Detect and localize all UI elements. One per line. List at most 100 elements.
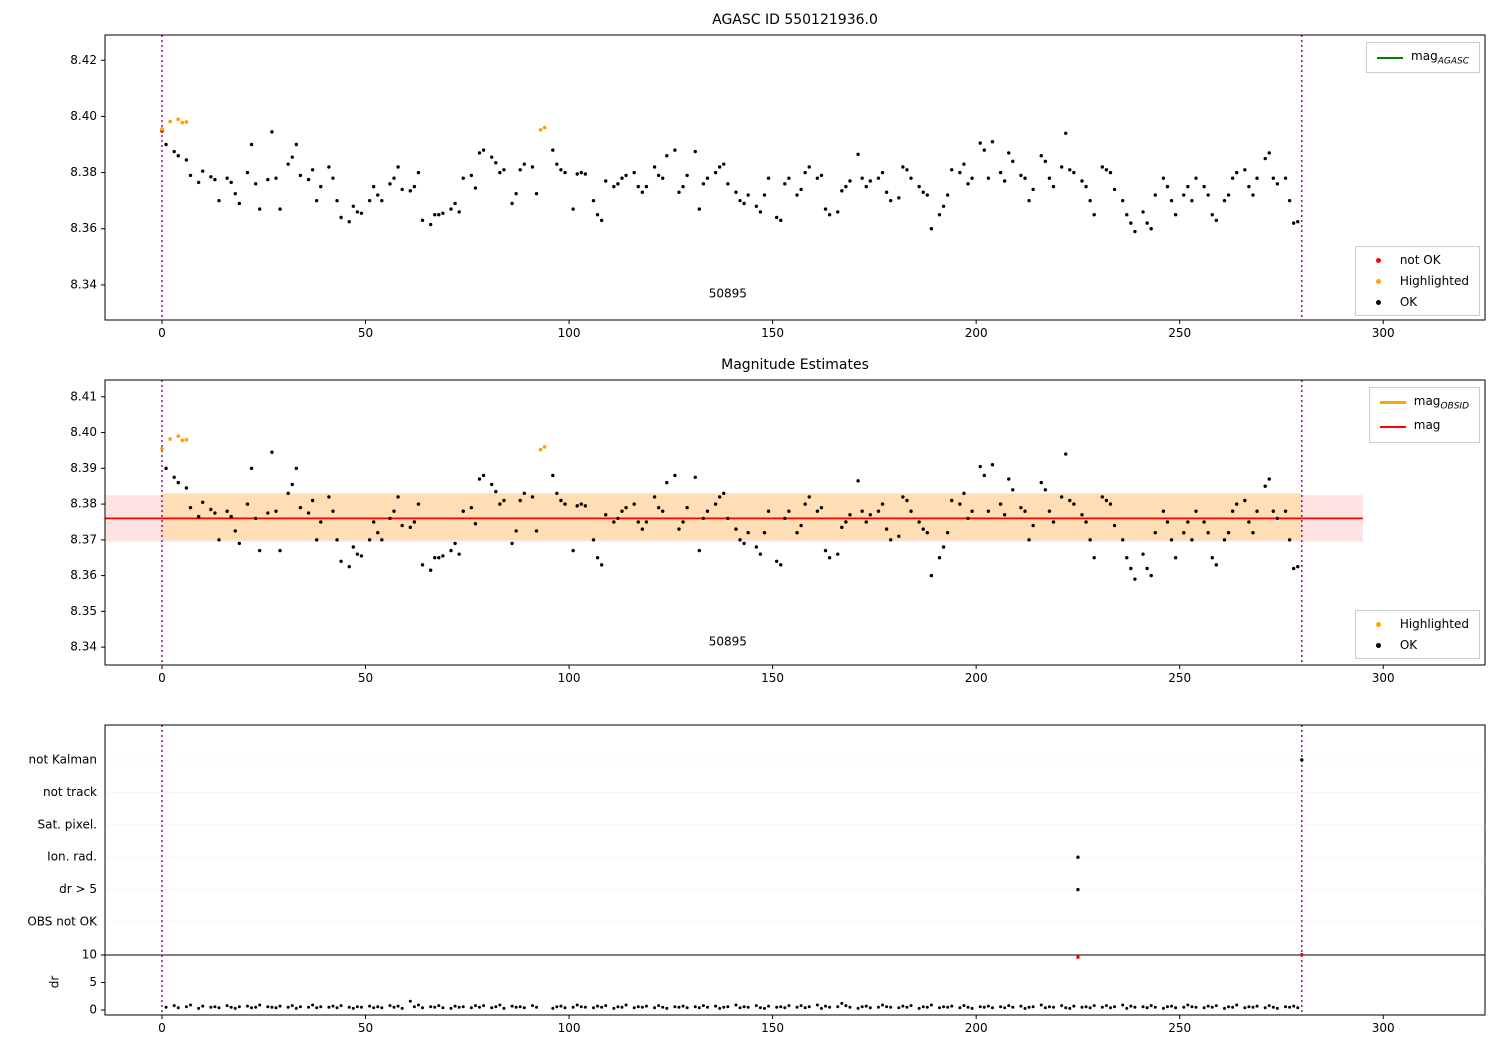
ok-point: [1251, 530, 1255, 535]
ok-point: [310, 498, 315, 503]
ok-point: [579, 502, 583, 506]
dr-point: [665, 1006, 669, 1010]
ok-point: [624, 173, 628, 178]
ok-point: [408, 525, 413, 530]
ok-point: [1161, 176, 1166, 180]
ok-point: [950, 168, 954, 172]
legend-label-base: mag: [1411, 49, 1438, 63]
legend-marker-box: [1379, 426, 1406, 429]
dr-point: [1043, 1006, 1047, 1010]
ok-point: [266, 511, 270, 515]
axes-frame: [104, 379, 1486, 666]
dr-point: [742, 1005, 746, 1009]
ok-point: [367, 198, 372, 203]
dr-point: [225, 1004, 229, 1008]
ok-point: [766, 509, 771, 513]
dr-point: [1011, 1005, 1015, 1009]
legend-label: magOBSID: [1414, 394, 1469, 411]
dr-point: [970, 1006, 974, 1010]
orange-dot-marker: [1376, 278, 1382, 284]
ok-point: [815, 509, 820, 513]
ok-point: [371, 184, 376, 189]
ok-point: [473, 186, 478, 190]
ok-point: [579, 170, 583, 175]
ok-point: [1080, 179, 1084, 183]
ok-point: [327, 495, 331, 499]
tick-label: Sat. pixel.: [37, 817, 97, 831]
dr-point: [697, 1006, 701, 1010]
legend-marker-box: [1377, 56, 1404, 59]
dr-point: [718, 1006, 722, 1010]
tick-label: 50895: [709, 634, 747, 648]
ok-point: [229, 180, 233, 185]
legend-item: mag: [1379, 418, 1469, 435]
dr-point: [783, 1006, 787, 1010]
ok-point: [1247, 520, 1251, 524]
dr-point: [673, 1005, 677, 1009]
ok-point: [1039, 480, 1043, 485]
dr-point: [917, 1006, 921, 1010]
dr-point: [494, 1005, 498, 1009]
legend-marker-box: [1366, 299, 1392, 305]
ok-point: [1202, 184, 1206, 189]
ok-point: [1255, 509, 1259, 513]
highlighted-point: [538, 128, 543, 132]
ok-point: [697, 207, 702, 211]
magnitude-estimates-plot: 0 50 100 150 200 250 300 8.34 8.35 8.36 8.37 8.38 8.…: [70, 379, 1486, 685]
ok-point: [958, 502, 962, 506]
tick-label: 8.37: [70, 532, 97, 546]
ok-point: [652, 495, 657, 499]
ok-point: [1019, 505, 1023, 510]
ok-point: [184, 158, 189, 162]
ok-point: [807, 495, 811, 499]
ok-point: [319, 520, 323, 524]
ok-point: [1291, 566, 1296, 571]
ok-point: [1226, 530, 1231, 535]
ok-point: [1271, 509, 1276, 513]
ok-point: [575, 172, 579, 176]
ok-point: [840, 189, 844, 193]
dr-point: [372, 1006, 376, 1010]
ok-point: [1210, 213, 1214, 217]
highlighted-point: [176, 434, 181, 439]
ok-point: [1072, 502, 1076, 506]
ok-point: [1064, 452, 1068, 456]
dr-point: [828, 1005, 832, 1009]
ok-point: [217, 198, 221, 203]
ok-point: [884, 527, 889, 531]
dr-point: [901, 1004, 905, 1008]
tick-label: dr > 5: [59, 882, 97, 896]
ok-point: [774, 559, 779, 563]
ok-point: [738, 198, 742, 203]
dr-point: [258, 1003, 262, 1007]
ok-point: [1182, 193, 1186, 197]
tick-label: 50895: [709, 287, 747, 301]
ok-point: [1068, 168, 1072, 172]
dr-point: [1023, 1006, 1027, 1010]
ok-point: [457, 210, 461, 214]
tick-label: 200: [965, 671, 988, 685]
ok-point: [213, 177, 217, 182]
dr-point: [551, 1006, 555, 1010]
ok-point: [848, 513, 852, 517]
ok-point: [616, 516, 620, 521]
ok-point: [1027, 538, 1031, 542]
ok-point: [1165, 520, 1170, 524]
dr-point: [315, 1006, 319, 1010]
ok-point: [717, 495, 722, 499]
ok-point: [986, 509, 991, 513]
dr-point: [437, 1004, 441, 1008]
tick-label: 8.39: [70, 461, 97, 475]
dr-point: [355, 1005, 359, 1009]
ok-point: [331, 176, 335, 180]
tick-label: 300: [1372, 326, 1395, 340]
ok-point: [176, 480, 180, 485]
ok-point: [941, 204, 946, 208]
dr-point: [482, 1004, 486, 1008]
dr-point: [620, 1005, 624, 1009]
ok-point: [1267, 477, 1271, 481]
legend-label-sub: OBSID: [1440, 401, 1469, 412]
ok-point: [433, 556, 437, 560]
dr-point: [746, 1005, 750, 1009]
ok-point: [176, 154, 180, 158]
